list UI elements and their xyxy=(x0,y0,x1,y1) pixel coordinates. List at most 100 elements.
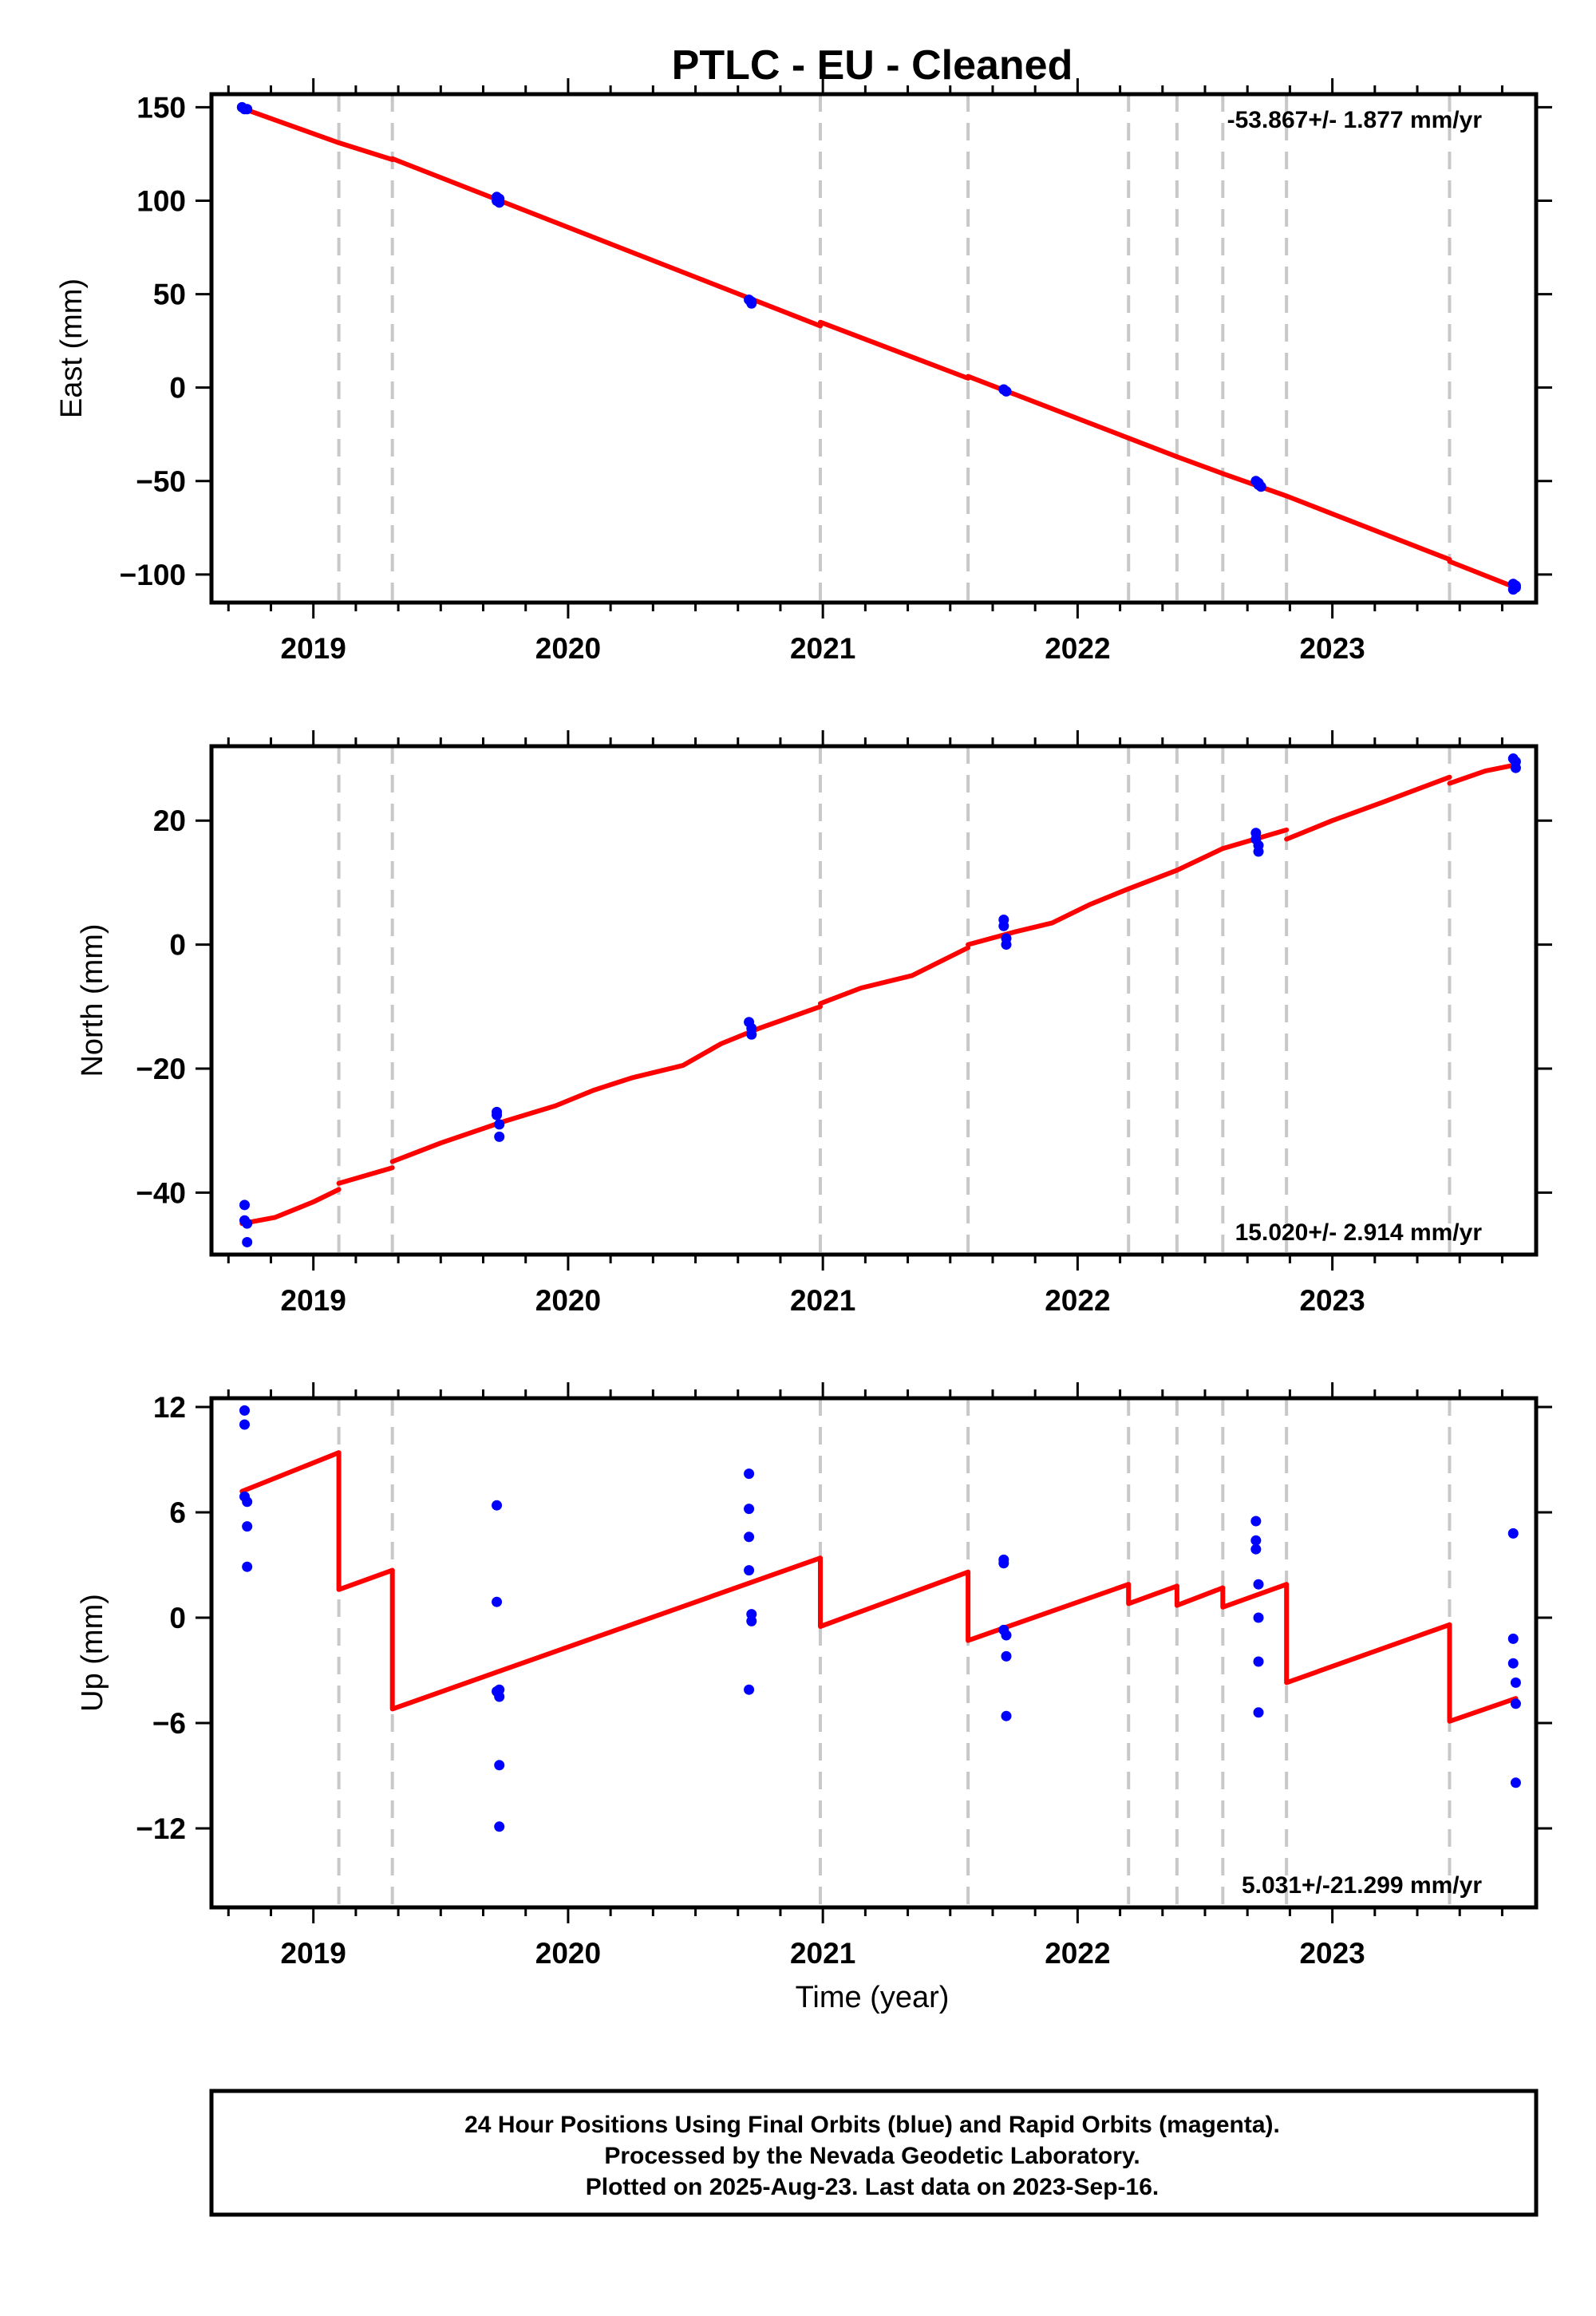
data-point xyxy=(1507,1633,1519,1644)
data-point xyxy=(242,104,253,115)
y-tick-label: 0 xyxy=(169,1602,186,1634)
x-tick-label: 2020 xyxy=(535,1284,601,1317)
y-tick-label: −50 xyxy=(136,465,186,498)
data-point xyxy=(1510,1677,1521,1688)
data-point xyxy=(746,296,757,307)
model-line-segment xyxy=(1447,559,1519,591)
y-tick-label: 50 xyxy=(153,279,186,311)
model-line-segment xyxy=(239,105,342,145)
rate-label: 5.031+/-21.299 mm/yr xyxy=(1242,1872,1482,1899)
x-tick-label: 2021 xyxy=(790,632,855,665)
data-point xyxy=(1250,1543,1262,1555)
model-line-segment xyxy=(1126,435,1179,460)
data-point xyxy=(744,1565,755,1576)
data-point xyxy=(494,1760,505,1771)
data-point xyxy=(494,197,505,208)
x-tick-label: 2022 xyxy=(1045,1937,1110,1970)
x-tick-label: 2021 xyxy=(790,1937,855,1970)
data-point xyxy=(1510,1777,1521,1788)
y-tick-label: 150 xyxy=(136,91,186,124)
data-point xyxy=(746,1615,757,1626)
data-point xyxy=(1250,1535,1262,1546)
x-tick-label: 2023 xyxy=(1299,1284,1365,1317)
model-line-segment xyxy=(818,1555,971,1629)
east-panel: 2019 2020 2021 2022 2023 150 100 50 0 −50 −100 East… xyxy=(55,78,1552,665)
model-line-segment xyxy=(1126,1582,1179,1607)
footer-line-1: 24 Hour Positions Using Final Orbits (bl… xyxy=(464,2112,1280,2138)
y-axis-title: East (mm) xyxy=(55,279,89,418)
y-tick-label: −20 xyxy=(136,1053,186,1085)
data-point xyxy=(494,1684,505,1695)
data-point xyxy=(1001,1650,1012,1662)
model-line-segment xyxy=(1174,454,1226,476)
y-tick-label: 0 xyxy=(169,372,186,405)
rate-label: -53.867+/- 1.877 mm/yr xyxy=(1227,107,1483,133)
model-line-segment xyxy=(1284,1582,1452,1686)
data-point xyxy=(242,1561,253,1572)
y-tick-label: −40 xyxy=(136,1176,186,1209)
y-tick-label: 0 xyxy=(169,929,186,962)
model-line-segment xyxy=(818,945,971,1006)
data-point xyxy=(744,1684,755,1695)
data-point xyxy=(1510,580,1521,591)
y-tick-label: 20 xyxy=(153,804,186,837)
data-point xyxy=(239,1199,250,1211)
data-point xyxy=(1253,1579,1264,1590)
model-line-segment xyxy=(1284,493,1452,563)
x-tick-label: 2023 xyxy=(1299,632,1365,665)
data-point xyxy=(1255,481,1266,492)
data-point xyxy=(494,1119,505,1130)
data-point xyxy=(1510,1698,1521,1709)
model-line-segment xyxy=(336,1450,395,1592)
y-tick-label: −12 xyxy=(136,1812,186,1845)
x-tick-label: 2021 xyxy=(790,1284,855,1317)
data-point xyxy=(242,1521,253,1532)
model-line-segment xyxy=(966,373,1132,441)
data-point xyxy=(494,1131,505,1142)
x-tick-label: 2020 xyxy=(535,632,601,665)
footer-line-3: Plotted on 2025-Aug-23. Last data on 202… xyxy=(586,2174,1159,2200)
data-point xyxy=(492,1596,503,1607)
model-line-segment xyxy=(336,140,395,162)
data-point xyxy=(239,1405,250,1416)
x-tick-label: 2019 xyxy=(281,632,346,665)
data-point xyxy=(998,920,1009,931)
x-tick-label: 2020 xyxy=(535,1937,601,1970)
chart-title: PTLC - EU - Cleaned xyxy=(672,42,1073,89)
data-point xyxy=(1507,1658,1519,1669)
model-line-segment xyxy=(1174,846,1226,873)
plot-frame xyxy=(209,92,1539,605)
footer-line-2: Processed by the Nevada Geodetic Laborat… xyxy=(604,2143,1140,2169)
model-line-segment xyxy=(1220,1582,1290,1610)
y-tick-label: −6 xyxy=(152,1707,186,1740)
data-point xyxy=(242,1236,253,1247)
y-axis-title: North (mm) xyxy=(76,923,109,1077)
data-point xyxy=(1253,1612,1264,1623)
data-point xyxy=(744,1531,755,1543)
north-panel: 2019 2020 2021 2022 2023 20 0 −20 −40 North (mm) 1… xyxy=(76,730,1552,1317)
model-line-segment xyxy=(1174,1583,1226,1608)
y-tick-label: 12 xyxy=(153,1391,186,1424)
plot-frame xyxy=(209,744,1539,1257)
plot-frame xyxy=(209,1396,1539,1910)
footer-frame xyxy=(209,2089,1539,2217)
y-tick-label: 6 xyxy=(169,1496,186,1529)
model-line-segment xyxy=(966,1569,1132,1643)
x-tick-label: 2022 xyxy=(1045,632,1110,665)
data-point xyxy=(1510,762,1521,773)
model-line-segment xyxy=(239,1187,342,1227)
model-line-segment xyxy=(1284,774,1452,842)
model-line-segment xyxy=(1447,762,1519,786)
model-line-segment xyxy=(389,1555,823,1712)
y-axis-title: Up (mm) xyxy=(76,1594,109,1712)
data-point xyxy=(746,1029,757,1040)
x-axis-title: Time (year) xyxy=(796,1981,950,2014)
model-line-segment xyxy=(336,1165,395,1186)
data-point xyxy=(1253,846,1264,857)
data-point xyxy=(744,1468,755,1480)
model-line-segment xyxy=(239,1450,342,1494)
data-point xyxy=(494,1821,505,1832)
y-tick-label: −100 xyxy=(120,559,186,591)
data-point xyxy=(1001,939,1012,951)
data-point xyxy=(492,1500,503,1511)
